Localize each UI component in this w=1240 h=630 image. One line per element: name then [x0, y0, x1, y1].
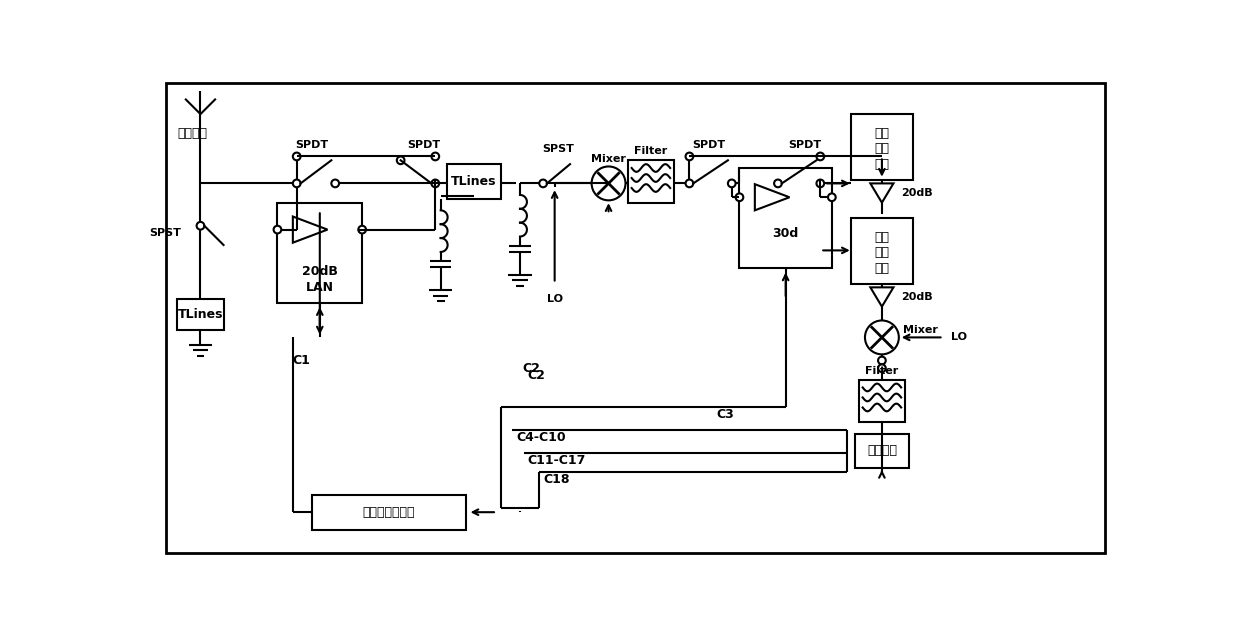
Text: 步衰: 步衰	[874, 142, 889, 155]
Text: 单片机控制单元: 单片机控制单元	[363, 506, 415, 518]
Text: LO: LO	[547, 294, 563, 304]
Bar	[851, 218, 913, 284]
Bar	[312, 495, 466, 530]
Bar	[851, 114, 913, 180]
Circle shape	[197, 222, 205, 229]
Text: Mixer: Mixer	[904, 324, 939, 335]
Circle shape	[539, 180, 547, 187]
Text: 接收天线: 接收天线	[177, 127, 208, 140]
Text: 步衰: 步衰	[874, 246, 889, 259]
Bar	[859, 380, 905, 422]
Circle shape	[816, 180, 825, 187]
Circle shape	[432, 180, 439, 187]
Text: C4-C10: C4-C10	[516, 431, 565, 444]
Bar	[446, 164, 501, 199]
Text: Filter: Filter	[866, 365, 899, 375]
Circle shape	[728, 180, 735, 187]
Circle shape	[816, 152, 825, 160]
Text: 20dB: 20dB	[301, 265, 337, 278]
Text: Filter: Filter	[635, 146, 667, 156]
Circle shape	[878, 357, 885, 364]
Text: TLines: TLines	[177, 308, 223, 321]
Text: 数字: 数字	[874, 231, 889, 244]
Text: C2: C2	[528, 369, 546, 382]
Polygon shape	[293, 217, 327, 243]
Circle shape	[878, 364, 885, 372]
Bar	[854, 433, 909, 468]
Text: LO: LO	[951, 333, 967, 342]
Text: C2: C2	[522, 362, 541, 375]
Text: C18: C18	[543, 473, 569, 486]
Text: 20dB: 20dB	[901, 188, 932, 198]
Bar	[739, 168, 832, 268]
Circle shape	[432, 152, 439, 160]
Text: SPST: SPST	[543, 144, 574, 154]
Text: C1: C1	[293, 354, 311, 367]
Circle shape	[828, 193, 836, 201]
Bar	[278, 203, 362, 303]
Text: 减器: 减器	[874, 261, 889, 275]
Circle shape	[293, 180, 300, 187]
Polygon shape	[755, 184, 790, 210]
Bar	[627, 160, 675, 203]
Text: C11-C17: C11-C17	[528, 454, 587, 467]
Text: 数字: 数字	[874, 127, 889, 140]
Text: SPDT: SPDT	[789, 140, 821, 150]
Bar	[177, 299, 223, 329]
Text: TLines: TLines	[451, 175, 496, 188]
Circle shape	[866, 321, 899, 354]
Circle shape	[331, 180, 339, 187]
Polygon shape	[870, 183, 894, 203]
Text: SPDT: SPDT	[295, 140, 329, 150]
Text: 30d: 30d	[773, 227, 799, 240]
Text: Mixer: Mixer	[591, 154, 626, 164]
Circle shape	[686, 152, 693, 160]
Circle shape	[774, 180, 781, 187]
Circle shape	[397, 156, 404, 164]
Circle shape	[591, 166, 625, 200]
Text: LAN: LAN	[306, 281, 334, 294]
Circle shape	[293, 152, 300, 160]
Circle shape	[735, 193, 743, 201]
Text: 20dB: 20dB	[901, 292, 932, 302]
Text: 减器: 减器	[874, 158, 889, 171]
Text: 射频输出: 射频输出	[867, 444, 897, 457]
Text: C3: C3	[717, 408, 734, 421]
Circle shape	[686, 180, 693, 187]
Text: SPST: SPST	[149, 229, 181, 238]
Text: SPDT: SPDT	[692, 140, 725, 150]
Text: SPDT: SPDT	[407, 140, 440, 150]
Circle shape	[358, 226, 366, 234]
Polygon shape	[870, 287, 894, 307]
Circle shape	[274, 226, 281, 234]
